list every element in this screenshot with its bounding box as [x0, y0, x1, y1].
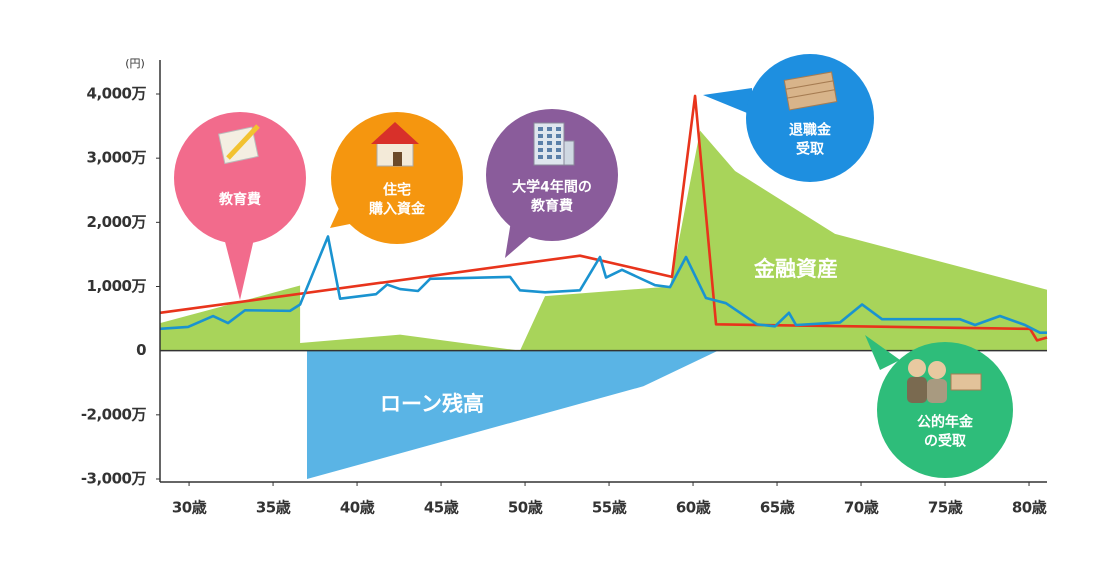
callout-tail [865, 335, 900, 370]
area-label: 金融資産 [753, 257, 838, 281]
x-tick-label: 75歳 [928, 499, 963, 517]
callout-text: 大学4年間の [512, 179, 592, 196]
icon [908, 359, 926, 377]
callout-tail [222, 230, 256, 300]
icon [393, 152, 402, 166]
y-axis-unit: (円) [125, 57, 145, 70]
icon [928, 361, 946, 379]
x-tick-label: 50歳 [508, 499, 543, 517]
icon [538, 155, 543, 159]
y-tick-label: 0 [136, 341, 146, 359]
y-tick-label: 3,000万 [87, 149, 147, 167]
x-tick-label: 35歳 [256, 499, 291, 517]
y-tick-label: 4,000万 [87, 85, 147, 103]
icon [547, 134, 552, 138]
icon [556, 141, 561, 145]
icon [563, 140, 575, 166]
icon [226, 124, 260, 160]
y-tick-label: -3,000万 [81, 470, 147, 488]
line [159, 235, 1047, 334]
icon [547, 141, 552, 145]
icon [927, 379, 947, 403]
x-tick-label: 55歳 [592, 499, 627, 517]
icon [556, 155, 561, 159]
icon [786, 89, 838, 111]
callout-tail [703, 88, 752, 115]
x-tick-label: 70歳 [844, 499, 879, 517]
callout: 教育費 [174, 112, 306, 300]
y-tick-label: 1,000万 [87, 277, 147, 295]
callout-circle [486, 109, 618, 241]
callout-circle [877, 342, 1013, 478]
icon [547, 148, 552, 152]
icon [538, 127, 543, 131]
icon [538, 134, 543, 138]
callout-text: の受取 [924, 433, 967, 450]
y-tick-label: -2,000万 [81, 405, 147, 423]
callout-text: 住宅 [383, 182, 411, 199]
icon [547, 127, 552, 131]
x-tick-label: 80歳 [1012, 499, 1047, 517]
y-tick-label: 2,000万 [87, 213, 147, 231]
icon [556, 127, 561, 131]
area [306, 350, 719, 479]
icon [538, 148, 543, 152]
callout-text: 退職金 [789, 122, 832, 139]
area [160, 130, 1047, 351]
icon [556, 134, 561, 138]
icon [950, 373, 982, 391]
x-tick-label: 65歳 [760, 499, 795, 517]
x-tick-label: 40歳 [340, 499, 375, 517]
area-label: ローン残高 [380, 392, 484, 416]
plot [159, 94, 1048, 479]
callout-text: 教育費 [531, 198, 573, 215]
callout-circle [174, 112, 306, 244]
icon [538, 141, 543, 145]
callout-circle [331, 112, 463, 244]
callout-text: 購入資金 [368, 201, 426, 218]
icon [371, 122, 419, 144]
x-tick-label: 30歳 [172, 499, 207, 517]
callout-text: 受取 [796, 141, 825, 158]
icon [907, 377, 927, 403]
x-tick-label: 60歳 [676, 499, 711, 517]
icon [556, 148, 561, 152]
callout-circle [746, 54, 874, 182]
line [159, 94, 1048, 342]
callout-text: 公的年金 [917, 414, 974, 431]
x-tick-label: 45歳 [424, 499, 459, 517]
callout-text: 教育費 [219, 191, 261, 208]
icon [547, 155, 552, 159]
